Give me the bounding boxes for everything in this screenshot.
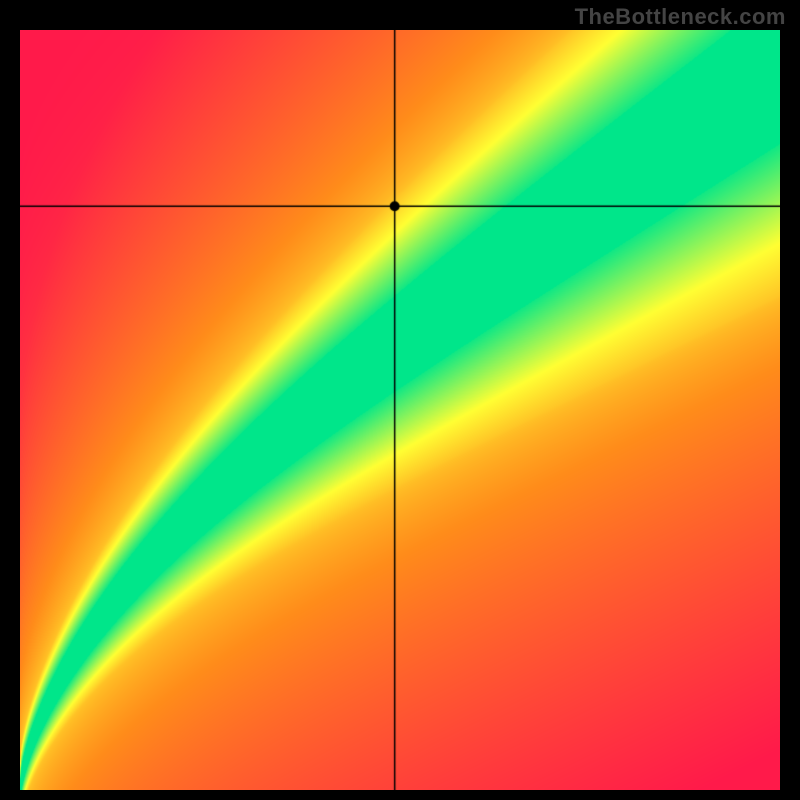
chart-container: TheBottleneck.com: [0, 0, 800, 800]
watermark-text: TheBottleneck.com: [575, 4, 786, 30]
plot-area: [20, 30, 780, 790]
heatmap-canvas: [20, 30, 780, 790]
